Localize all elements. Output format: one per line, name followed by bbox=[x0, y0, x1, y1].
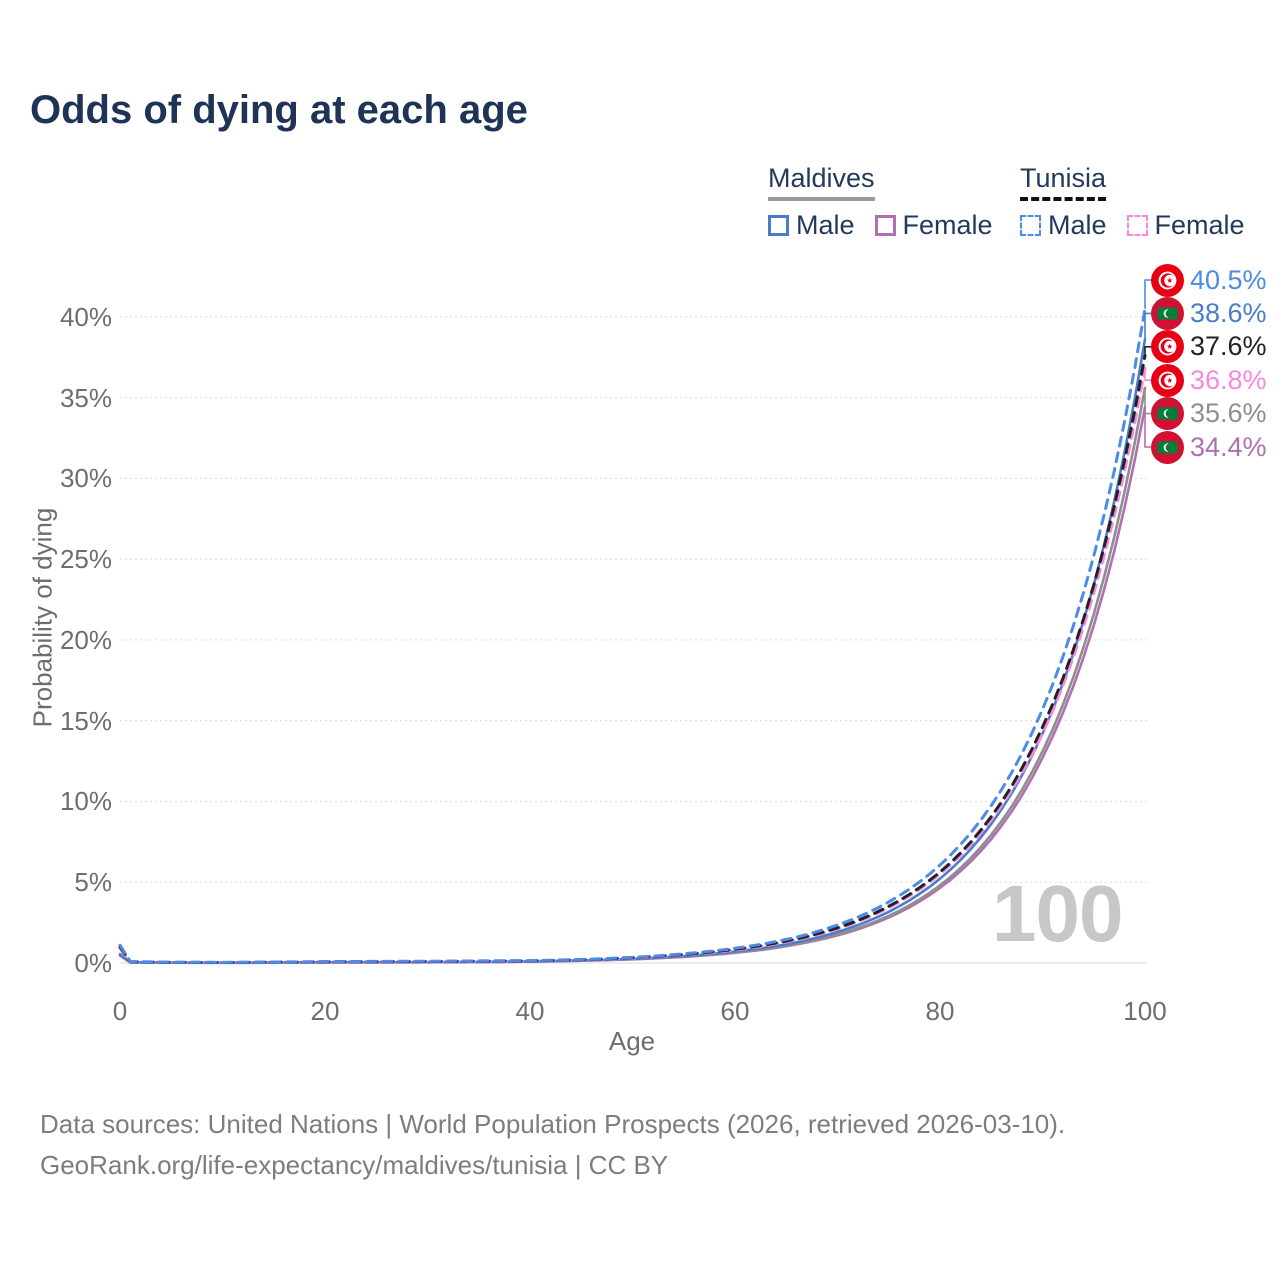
y-tick-5%: 5% bbox=[74, 867, 112, 898]
legend-item-tunisia-male[interactable]: Male bbox=[1020, 210, 1107, 241]
legend-country-maldives[interactable]: Maldives bbox=[768, 163, 875, 201]
maldives-female-label[interactable]: Female bbox=[902, 210, 993, 240]
y-tick-25%: 25% bbox=[59, 544, 112, 575]
end-value-label: 37.6% bbox=[1190, 331, 1267, 362]
tunisia-female-swatch[interactable] bbox=[1126, 215, 1148, 236]
end-value-label: 34.4% bbox=[1190, 431, 1267, 462]
end-label-row-tunisia-male: 40.5% bbox=[1151, 263, 1267, 297]
x-tick-60: 60 bbox=[720, 996, 750, 1026]
end-value-label: 35.6% bbox=[1190, 398, 1267, 429]
tunisia-flag-icon bbox=[1151, 330, 1184, 364]
tunisia-female-label[interactable]: Female bbox=[1154, 210, 1245, 240]
y-tick-40%: 40% bbox=[59, 301, 112, 332]
end-label-connector-maldives-male bbox=[1144, 312, 1152, 340]
end-label-connector-tunisia-male bbox=[1144, 279, 1152, 309]
maldives-flag bbox=[1151, 430, 1184, 464]
footer-attribution: GeoRank.org/life-expectancy/maldives/tun… bbox=[40, 1150, 669, 1180]
tunisia-flag bbox=[1151, 263, 1184, 297]
x-tick-20: 20 bbox=[310, 996, 340, 1026]
x-tick-100: 100 bbox=[1123, 996, 1167, 1026]
tunisia-flag-icon bbox=[1151, 263, 1184, 297]
y-tick-20%: 20% bbox=[59, 624, 112, 655]
maldives-flag bbox=[1151, 397, 1184, 431]
end-label-row-maldives-female: 34.4% bbox=[1151, 430, 1267, 464]
y-tick-30%: 30% bbox=[59, 463, 112, 494]
end-label-row-tunisia-female: 36.8% bbox=[1151, 363, 1267, 397]
y-tick-0%: 0% bbox=[74, 948, 112, 978]
tunisia-flag bbox=[1151, 363, 1184, 397]
page-title: Odds of dying at each age bbox=[30, 88, 528, 132]
legend-item-tunisia-female[interactable]: Female bbox=[1126, 210, 1245, 241]
x-tick-0: 0 bbox=[112, 996, 128, 1026]
maldives-male-swatch[interactable] bbox=[768, 215, 789, 236]
x-tick-40: 40 bbox=[515, 996, 545, 1026]
end-label-connector-tunisia bbox=[1144, 346, 1152, 356]
tunisia-male-label[interactable]: Male bbox=[1048, 210, 1107, 240]
end-value-label: 36.8% bbox=[1190, 364, 1267, 395]
end-label-row-maldives-male: 38.6% bbox=[1151, 296, 1267, 330]
maldives-female-swatch[interactable] bbox=[874, 215, 896, 236]
y-tick-35%: 35% bbox=[59, 382, 112, 413]
x-tick-80: 80 bbox=[925, 996, 955, 1026]
maldives-flag-icon bbox=[1151, 296, 1184, 330]
footer-data-sources: Data sources: United Nations | World Pop… bbox=[40, 1109, 1066, 1139]
tunisia-flag bbox=[1151, 330, 1184, 364]
end-label-row-maldives: 35.6% bbox=[1151, 397, 1267, 431]
age-watermark: 100 bbox=[992, 869, 1123, 958]
legend-country-tunisia[interactable]: Tunisia bbox=[1020, 163, 1107, 201]
tunisia-male-swatch[interactable] bbox=[1020, 215, 1041, 236]
legend-item-maldives-male[interactable]: Male bbox=[768, 210, 855, 241]
maldives-flag-icon bbox=[1151, 430, 1184, 464]
series-line-tunisia-male[interactable] bbox=[118, 307, 1147, 964]
end-label-connector-tunisia-female bbox=[1144, 368, 1152, 381]
x-axis-title: Age bbox=[608, 1026, 656, 1056]
y-tick-10%: 10% bbox=[59, 786, 112, 817]
end-label-connector-maldives-female bbox=[1144, 407, 1152, 448]
end-value-label: 40.5% bbox=[1190, 264, 1267, 295]
end-label-row-tunisia: 37.6% bbox=[1151, 330, 1267, 364]
tunisia-flag-icon bbox=[1151, 363, 1184, 397]
footer: Data sources: United Nations | World Pop… bbox=[40, 1104, 1065, 1186]
maldives-flag bbox=[1151, 296, 1184, 330]
maldives-flag-icon bbox=[1151, 397, 1184, 431]
legend-group-maldives: Maldives Male Female bbox=[768, 163, 993, 241]
y-tick-15%: 15% bbox=[59, 705, 112, 736]
legend-group-tunisia: Tunisia Male Female bbox=[1020, 163, 1245, 241]
end-value-label: 38.6% bbox=[1190, 297, 1267, 328]
maldives-male-label[interactable]: Male bbox=[796, 210, 855, 240]
legend-item-maldives-female[interactable]: Female bbox=[874, 210, 993, 241]
